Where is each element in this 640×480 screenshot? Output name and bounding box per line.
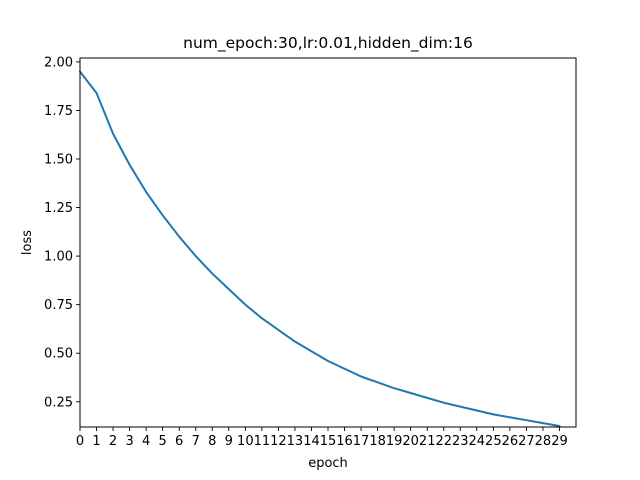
x-tick-label: 9: [225, 434, 233, 449]
x-tick-label: 22: [435, 434, 452, 449]
loss-series-line: [79, 70, 561, 428]
x-tick-label: 12: [270, 434, 287, 449]
plot-area: [79, 70, 561, 428]
axis-ticks: 0 1 2 3 4 5 6 7 8 9 10 11 12 13 14 15 16 17 18 19 20 21 22 23 24…: [44, 55, 568, 449]
x-tick-label: 6: [175, 434, 183, 449]
y-tick-label: 0.75: [44, 298, 73, 313]
x-tick-label: 18: [369, 434, 386, 449]
axes-frame: [79, 57, 577, 428]
x-tick-label: 29: [551, 434, 568, 449]
x-tick-label: 8: [208, 434, 216, 449]
y-tick-label: 2.00: [44, 55, 73, 70]
y-tick-label: 1.00: [44, 250, 73, 265]
x-tick-label: 2: [109, 434, 117, 449]
y-tick-label: 1.25: [44, 201, 73, 216]
x-tick-label: 27: [518, 434, 535, 449]
x-tick-label: 26: [502, 434, 519, 449]
x-tick-label: 28: [535, 434, 552, 449]
x-axis-label: epoch: [308, 456, 348, 471]
x-tick-label: 24: [469, 434, 486, 449]
x-tick-label: 7: [192, 434, 200, 449]
x-tick-label: 14: [303, 434, 320, 449]
x-tick-label: 23: [452, 434, 469, 449]
x-tick-label: 5: [159, 434, 167, 449]
x-tick-label: 1: [92, 434, 100, 449]
x-tick-label: 10: [237, 434, 254, 449]
y-tick-label: 0.25: [44, 395, 73, 410]
y-axis-label: loss: [20, 230, 35, 255]
x-tick-label: 15: [320, 434, 337, 449]
x-tick-label: 16: [336, 434, 353, 449]
y-tick-label: 1.75: [44, 104, 73, 119]
x-tick-label: 17: [353, 434, 370, 449]
x-tick-label: 21: [419, 434, 436, 449]
x-tick-label: 3: [125, 434, 133, 449]
chart-title: num_epoch:30,lr:0.01,hidden_dim:16: [183, 34, 473, 53]
x-tick-label: 0: [76, 434, 84, 449]
y-tick-label: 1.50: [44, 152, 73, 167]
x-tick-label: 4: [142, 434, 150, 449]
y-tick-label: 0.50: [44, 347, 73, 362]
x-tick-label: 25: [485, 434, 502, 449]
x-tick-label: 20: [402, 434, 419, 449]
x-tick-label: 11: [254, 434, 271, 449]
x-tick-label: 13: [287, 434, 304, 449]
x-tick-label: 19: [386, 434, 403, 449]
